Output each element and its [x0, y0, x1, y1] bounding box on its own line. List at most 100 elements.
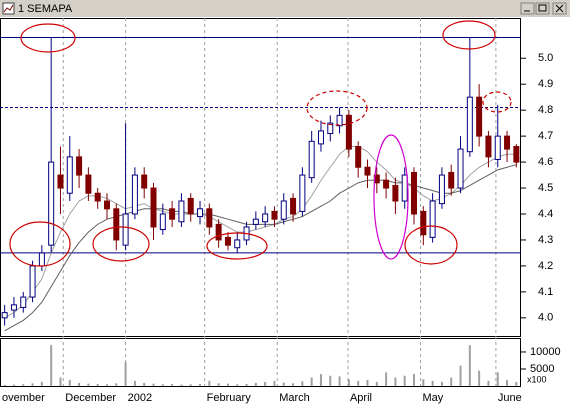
candle-body	[466, 96, 473, 153]
candle-body	[20, 296, 27, 308]
candle-body	[141, 174, 148, 189]
candle-body	[476, 96, 483, 137]
x-tick-label: December	[65, 392, 116, 404]
annotation-ellipse	[482, 91, 512, 113]
volume-bar	[31, 383, 34, 386]
volume-bar	[245, 383, 248, 386]
candle-body	[76, 156, 83, 176]
candle-body	[485, 135, 492, 158]
candle-body	[411, 171, 418, 215]
candle-body	[392, 184, 399, 202]
y-tick-label: 4.0	[538, 312, 553, 324]
volume-bar	[515, 381, 518, 386]
candle-body	[280, 200, 287, 220]
volume-bar	[68, 379, 71, 386]
annotation-ellipse	[206, 232, 268, 260]
candle-body	[262, 213, 269, 223]
annotation-ellipse	[9, 221, 71, 267]
volume-bar	[468, 345, 471, 386]
volume-bar	[217, 383, 220, 386]
volume-bar	[115, 383, 118, 386]
volume-bar	[208, 380, 211, 386]
x-tick-label: May	[423, 392, 444, 404]
candle-body	[1, 312, 8, 319]
volume-bar	[338, 376, 341, 386]
volume-unit: x100	[527, 374, 547, 384]
candle-body	[178, 200, 185, 223]
volume-bar	[12, 384, 15, 386]
candle-body	[113, 208, 120, 241]
volume-bar	[3, 384, 6, 386]
candle-body	[224, 236, 231, 246]
candle-body	[429, 200, 436, 238]
title-bar	[0, 0, 570, 17]
volume-bar	[273, 380, 276, 386]
volume-bar	[254, 382, 257, 386]
x-tick-label: June	[498, 392, 522, 404]
candle-body	[336, 114, 343, 127]
volume-bar	[22, 384, 25, 386]
candle-body	[327, 122, 334, 135]
minimize-button[interactable]	[520, 2, 535, 15]
volume-bar	[459, 365, 462, 386]
x-tick-label: ovember	[2, 392, 45, 404]
candle-body	[420, 210, 427, 236]
volume-bar	[282, 382, 285, 386]
annotation-ellipse	[373, 134, 409, 260]
volume-bar	[487, 380, 490, 386]
volume-bar	[171, 383, 174, 386]
y-tick-label: 4.4	[538, 208, 553, 220]
y-tick-label: 4.7	[538, 130, 553, 142]
maximize-button[interactable]	[535, 2, 550, 15]
volume-bar	[236, 384, 239, 386]
window-title: 1 SEMAPA	[18, 3, 73, 15]
candle-body	[308, 140, 315, 179]
volume-bar	[413, 374, 416, 386]
volume-bar	[431, 380, 434, 386]
volume-bar	[301, 381, 304, 386]
volume-bar	[329, 375, 332, 386]
candle-body	[345, 114, 352, 150]
maximize-glyph	[538, 4, 547, 12]
candle-body	[401, 174, 408, 202]
candle-body	[169, 208, 176, 220]
annotation-ellipse	[92, 226, 150, 262]
candle-body	[57, 174, 64, 189]
candle-body	[513, 145, 520, 163]
y-tick-label: 5.0	[538, 52, 553, 64]
annotations	[9, 20, 512, 267]
volume-bar	[292, 383, 295, 386]
volume-bar	[133, 380, 136, 386]
volume-panel	[0, 338, 521, 387]
candle-body	[494, 135, 501, 160]
candle-body	[271, 210, 278, 220]
candle-body	[29, 265, 36, 298]
volume-bar	[506, 379, 509, 386]
volume-bar	[450, 377, 453, 386]
candle-body	[448, 171, 455, 189]
candle-body	[159, 213, 166, 231]
y-tick-label: 4.9	[538, 78, 553, 90]
y-tick-label: 4.3	[538, 234, 553, 246]
volume-bar	[226, 383, 229, 386]
volume-bar	[385, 372, 388, 386]
candle-body	[122, 213, 129, 246]
y-tick-label: 4.8	[538, 104, 553, 116]
moving-average	[4, 145, 517, 319]
candle-body	[48, 161, 55, 246]
candle-body	[206, 208, 213, 228]
volume-bar	[124, 362, 127, 386]
volume-bar	[143, 382, 146, 386]
candle-body	[197, 208, 204, 218]
annotation-ellipse	[306, 90, 368, 126]
volume-bar	[78, 382, 81, 386]
candle-body	[150, 187, 157, 228]
x-tick-label: April	[350, 392, 372, 404]
volume-bar	[161, 384, 164, 386]
y-tick-label: 4.5	[538, 182, 553, 194]
candle-body	[504, 135, 511, 150]
candle-body	[383, 179, 390, 189]
candle-body	[438, 174, 445, 205]
close-glyph	[555, 4, 564, 13]
